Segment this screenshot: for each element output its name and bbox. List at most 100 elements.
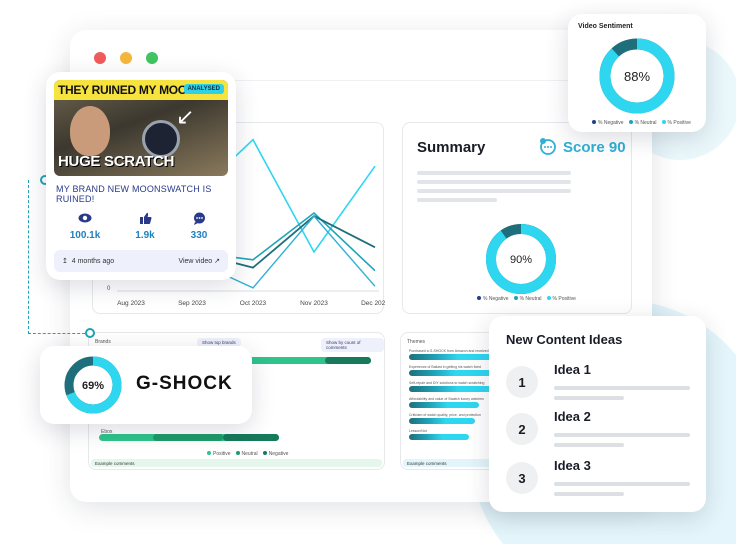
video-footer: ↥ 4 months ago View video ↗ [54, 250, 228, 272]
content-ideas-title: New Content Ideas [506, 332, 623, 347]
window-minimize-button[interactable] [120, 52, 132, 64]
idea-number: 1 [506, 366, 538, 398]
brands-legend: Positive Neutral Negative [207, 451, 288, 457]
legend-label: % Neutral [519, 296, 542, 302]
summary-sentiment-donut: 90% [486, 224, 556, 294]
upload-icon: ↥ [62, 258, 68, 265]
theme-row-label: Criticism of watch quality, price, and p… [409, 413, 481, 417]
summary-text-line [417, 189, 571, 193]
likes-count: 1.9k [135, 230, 155, 241]
theme-row-label: Purchased a G-SHOCK from Amazon and rece… [409, 349, 492, 353]
legend-label: % Negative [598, 120, 624, 126]
legend-item: % Negative [592, 120, 624, 126]
legend-label: % Positive [667, 120, 691, 126]
thumbs-up-icon [120, 212, 170, 228]
legend-label: % Neutral [634, 120, 657, 126]
summary-donut-label: 90% [510, 254, 532, 266]
legend-label: Neutral [241, 451, 258, 457]
themes-panel: Themes Purchased a G-SHOCK from Amazon a… [400, 332, 500, 470]
theme-bar [409, 354, 499, 360]
comments-stat: 330 [174, 212, 224, 241]
idea-text-line [554, 443, 624, 447]
themes-panel-title: Themes [407, 339, 426, 345]
brand-bar-neutral [153, 434, 223, 441]
x-tick-label: Oct 2023 [240, 300, 267, 307]
brand-sentiment-card: 69% G-SHOCK [40, 346, 252, 424]
window-close-button[interactable] [94, 52, 106, 64]
legend-item: % Positive [661, 120, 691, 126]
theme-bar [409, 402, 479, 408]
idea-text-line [554, 396, 624, 400]
x-tick-label: Dec 2023 [361, 300, 385, 307]
legend-item: % Negative [477, 296, 509, 302]
video-card[interactable]: ↙ THEY RUINED MY MOONS ANALYSED HUGE SCR… [46, 72, 236, 280]
posted-time: 4 months ago [71, 258, 115, 265]
summary-text-line [417, 171, 571, 175]
score-badge: Score 90 [539, 137, 626, 157]
summary-panel: Summary Score 90 90% % Negative % Neutra… [402, 122, 632, 314]
window-divider [70, 80, 652, 81]
legend-item: Negative [262, 451, 289, 457]
idea-label: Idea 1 [554, 362, 591, 377]
idea-label: Idea 2 [554, 409, 591, 424]
comment-icon [174, 212, 224, 228]
views-stat: 100.1k [60, 212, 110, 241]
idea-item[interactable]: 2 Idea 2 [506, 409, 696, 453]
video-sentiment-title: Video Sentiment [578, 23, 633, 30]
brand-sentiment-label: 69% [82, 380, 104, 392]
themes-example-comments-link[interactable]: Example comments [403, 459, 497, 467]
theme-row-label: Experience of Ballast in getting his wat… [409, 365, 481, 369]
comments-count: 330 [190, 230, 208, 241]
legend-label: % Negative [483, 296, 509, 302]
legend-item: Positive [207, 451, 231, 457]
view-video-label: View video [178, 258, 213, 265]
posted-info: ↥ 4 months ago [62, 257, 114, 265]
idea-item[interactable]: 1 Idea 1 [506, 362, 696, 406]
summary-text-line [417, 198, 497, 202]
show-top-brands-toggle[interactable]: Show top brands [197, 338, 241, 347]
theme-bar [409, 418, 475, 424]
video-thumbnail[interactable]: ↙ THEY RUINED MY MOONS ANALYSED HUGE SCR… [54, 80, 228, 176]
theme-row-label: Affordability and value of Swatch luxury… [409, 397, 484, 401]
idea-item[interactable]: 3 Idea 3 [506, 458, 696, 502]
legend-label: Positive [213, 451, 231, 457]
window-maximize-button[interactable] [146, 52, 158, 64]
theme-bar [409, 370, 493, 376]
brand-row-label: Ebox [101, 429, 113, 435]
external-link-icon: ↗ [214, 258, 220, 265]
brand-bar [239, 357, 371, 364]
theme-row-label: Self-repair and DIY solutions to watch s… [409, 381, 485, 385]
idea-number: 3 [506, 462, 538, 494]
views-count: 100.1k [69, 230, 101, 241]
summary-text-line [417, 180, 571, 184]
connector-dot [85, 328, 95, 338]
show-by-count-toggle[interactable]: Show by count of comments [321, 338, 384, 352]
theme-bar [409, 386, 499, 392]
idea-text-line [554, 492, 624, 496]
legend-item: % Positive [546, 296, 576, 302]
x-tick-label: Aug 2023 [117, 300, 145, 307]
brand-bar-negative [223, 434, 279, 441]
summary-title: Summary [417, 139, 486, 156]
eye-icon [60, 212, 110, 228]
idea-label: Idea 3 [554, 458, 591, 473]
arrow-icon: ↙ [176, 104, 195, 129]
legend-label: Negative [268, 451, 289, 457]
summary-legend: % Negative % Neutral % Positive [477, 296, 576, 302]
content-ideas-card: New Content Ideas 1 Idea 1 2 Idea 2 3 Id… [489, 316, 706, 512]
legend-item: % Neutral [628, 120, 657, 126]
theme-row-label: Lesson/Not [409, 429, 427, 433]
x-tick-label: Sep 2023 [178, 300, 206, 307]
chat-score-icon [540, 138, 556, 155]
view-video-link[interactable]: View video ↗ [178, 257, 220, 265]
idea-text-line [554, 433, 690, 437]
likes-stat: 1.9k [120, 212, 170, 241]
legend-item: Neutral [235, 451, 258, 457]
brands-example-comments-link[interactable]: Example comments [91, 459, 382, 467]
score-label: Score 90 [563, 138, 626, 156]
y-tick-label: 0 [107, 286, 111, 292]
idea-text-line [554, 482, 690, 486]
video-sentiment-label: 88% [624, 69, 650, 84]
brand-bar-negative [325, 357, 371, 364]
